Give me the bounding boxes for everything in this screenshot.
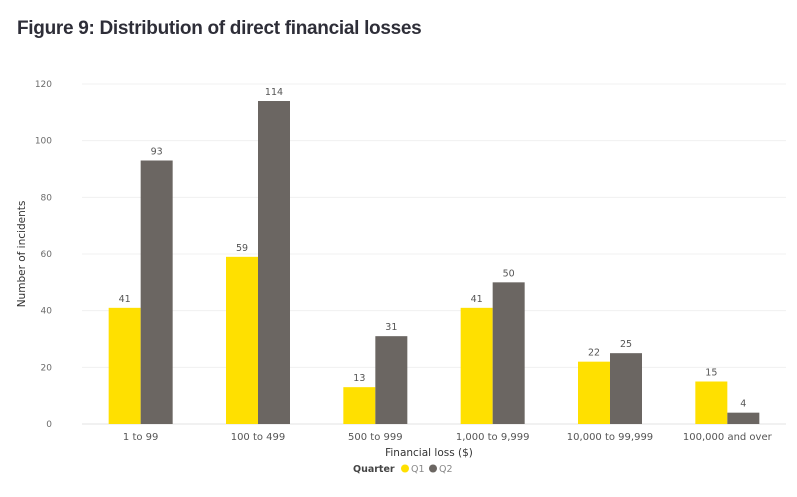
data-label: 22 [588, 348, 600, 359]
x-tick-label: 100 to 499 [231, 432, 286, 443]
chart-title: Figure 9: Distribution of direct financi… [17, 18, 422, 39]
legend-title: Quarter [353, 464, 395, 475]
bar-q1-3[interactable] [343, 387, 376, 424]
bar-q1-4[interactable] [460, 307, 493, 424]
y-tick-label: 20 [41, 363, 53, 373]
bar-q1-2[interactable] [226, 256, 258, 424]
x-axis-label: Financial loss ($) [385, 447, 473, 459]
x-tick-label: 10,000 to 99,999 [567, 432, 653, 443]
legend-marker-q1 [401, 464, 409, 473]
data-labels: 41 93 59 114 13 31 41 50 22 25 15 4 [119, 87, 747, 410]
y-tick-label: 60 [41, 250, 53, 260]
legend: Quarter Q1 Q2 [353, 464, 453, 475]
data-label: 25 [620, 339, 632, 350]
x-axis-ticks: 1 to 99 100 to 499 500 to 999 1,000 to 9,99… [123, 432, 773, 443]
x-tick-label: 1 to 99 [123, 432, 158, 443]
x-tick-label: 1,000 to 9,999 [456, 432, 530, 443]
y-tick-label: 120 [35, 80, 52, 90]
bar-q1-5[interactable] [578, 361, 610, 424]
data-label: 93 [151, 147, 163, 158]
data-label: 59 [236, 243, 248, 254]
data-label: 41 [471, 294, 483, 305]
y-axis-label: Number of incidents [16, 201, 28, 308]
data-label: 114 [265, 87, 283, 98]
x-tick-label: 100,000 and over [683, 432, 773, 443]
bar-q2-1[interactable] [140, 160, 173, 425]
data-label: 15 [705, 368, 717, 379]
bar-q1-6[interactable] [695, 381, 728, 425]
legend-item-q1[interactable]: Q1 [411, 464, 425, 475]
data-label: 31 [385, 322, 397, 333]
y-axis-ticks: 0 20 40 60 80 100 120 [35, 80, 52, 430]
bar-q1-1[interactable] [108, 307, 141, 424]
x-tick-label: 500 to 999 [348, 432, 403, 443]
legend-item-q2[interactable]: Q2 [439, 464, 453, 475]
y-tick-label: 0 [46, 420, 52, 430]
y-tick-label: 40 [41, 307, 53, 317]
legend-marker-q2 [429, 464, 437, 473]
data-label: 41 [119, 294, 131, 305]
data-label: 4 [740, 399, 746, 410]
bar-q2-4[interactable] [492, 282, 525, 424]
bar-q2-3[interactable] [375, 336, 408, 424]
y-tick-label: 80 [41, 193, 53, 203]
y-tick-label: 100 [35, 137, 52, 147]
data-label: 50 [503, 268, 515, 279]
gridlines [82, 83, 786, 425]
bar-q2-5[interactable] [610, 353, 642, 424]
bar-q2-6[interactable] [727, 412, 760, 424]
bars [108, 101, 760, 425]
data-label: 13 [353, 373, 365, 384]
bar-q2-2[interactable] [258, 101, 290, 424]
